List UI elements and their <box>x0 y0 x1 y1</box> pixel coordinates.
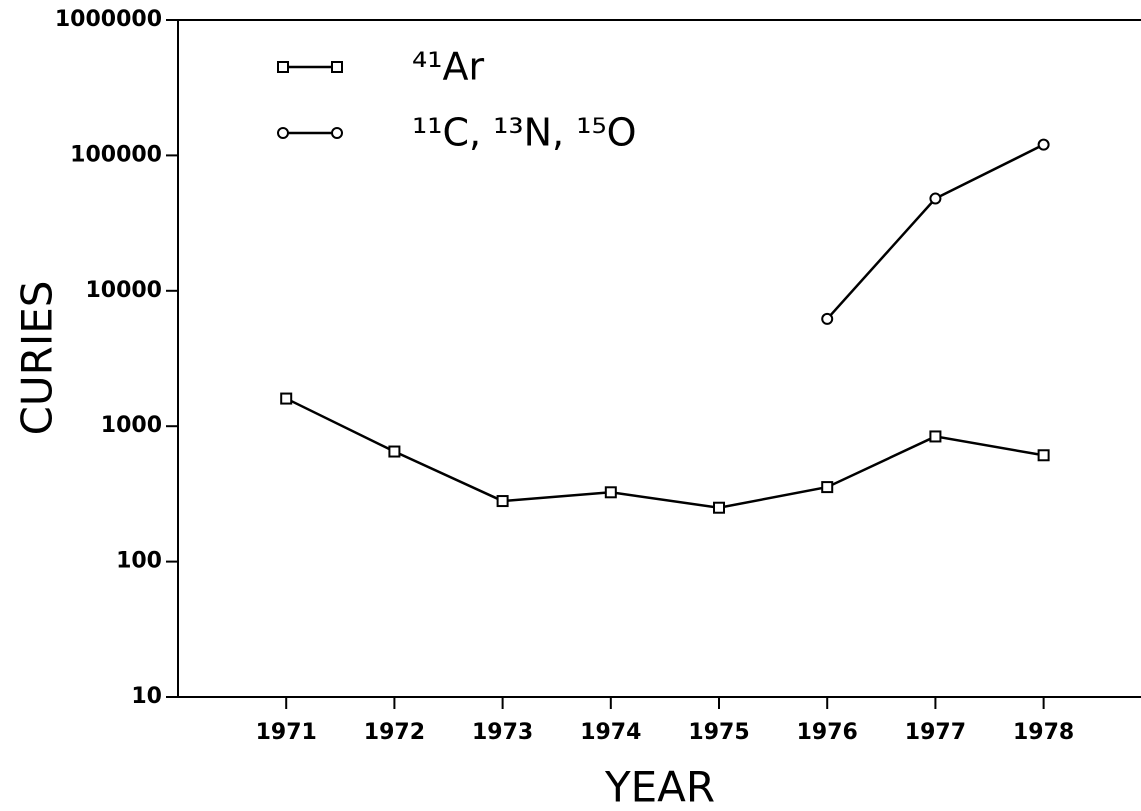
x-axis-label: YEAR <box>604 763 715 811</box>
x-tick-label: 1972 <box>364 720 425 745</box>
data-point <box>280 392 293 405</box>
data-point <box>929 192 942 205</box>
series-line <box>826 143 1045 320</box>
x-tick-label: 1974 <box>580 720 641 745</box>
data-point <box>496 495 509 508</box>
y-tick-label: 10 <box>131 684 162 709</box>
x-tick-label: 1971 <box>256 720 317 745</box>
legend-marker <box>277 127 289 139</box>
x-tick-label: 1975 <box>688 720 749 745</box>
y-tick-label: 1000000 <box>55 7 162 32</box>
y-tick-label: 100 <box>116 549 162 574</box>
x-tick-label: 1977 <box>905 720 966 745</box>
data-point <box>1037 449 1050 462</box>
x-tick-label: 1978 <box>1013 720 1074 745</box>
series-line <box>285 397 1044 509</box>
data-point <box>821 312 834 325</box>
legend-label: ¹¹C, ¹³N, ¹⁵O <box>412 111 637 155</box>
x-tick-label: 1976 <box>797 720 858 745</box>
y-tick-label: 1000 <box>101 413 162 438</box>
legend-label: ⁴¹Ar <box>412 45 484 89</box>
legend-marker <box>331 127 343 139</box>
data-point <box>388 445 401 458</box>
data-point <box>821 481 834 494</box>
x-tick-label: 1973 <box>472 720 533 745</box>
data-point <box>1037 138 1050 151</box>
legend-marker <box>331 61 343 73</box>
y-tick-label: 100000 <box>70 142 162 167</box>
y-tick-label: 10000 <box>85 278 162 303</box>
data-point <box>604 486 617 499</box>
legend-marker <box>277 61 289 73</box>
data-point <box>713 501 726 514</box>
y-axis-label: CURIES <box>13 281 62 436</box>
data-point <box>929 430 942 443</box>
